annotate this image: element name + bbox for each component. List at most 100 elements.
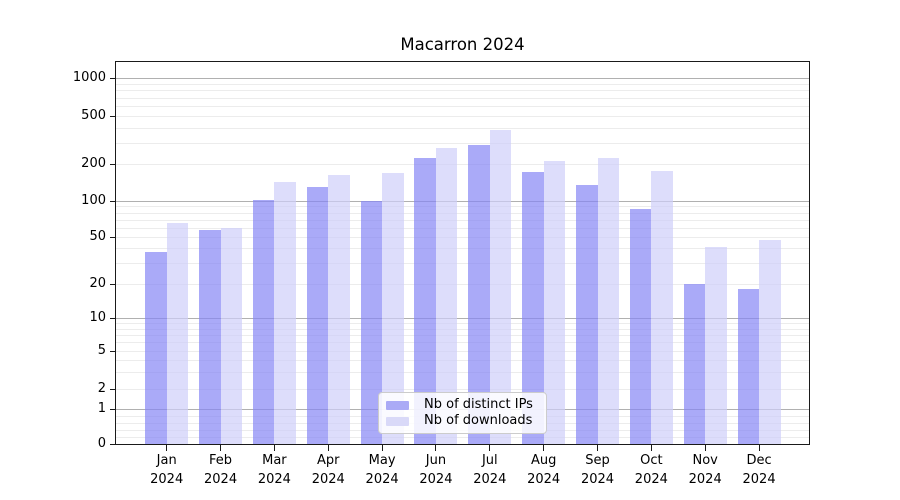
bar-distinct-ips-may [360, 201, 383, 444]
bar-distinct-ips-jul [468, 144, 490, 444]
major-gridline [116, 318, 809, 319]
minor-gridline [116, 263, 809, 265]
bar-downloads-aug [543, 160, 566, 444]
bar-downloads-may [382, 173, 404, 444]
legend-label-downloads: Nb of downloads [424, 413, 533, 428]
x-tick-label: Jan 2024 [150, 453, 184, 487]
major-gridline [116, 201, 809, 202]
x-tick-label: Apr 2024 [311, 453, 345, 487]
x-tick-mark [273, 445, 275, 451]
minor-gridline [116, 334, 809, 336]
bar-downloads-dec [759, 240, 781, 444]
bar-distinct-ips-oct [629, 209, 652, 444]
y-tick-mark [110, 163, 115, 165]
x-tick-label: Nov 2024 [688, 453, 722, 487]
y-tick-mark [110, 408, 115, 410]
bar-downloads-jan [166, 223, 189, 444]
x-tick-mark [220, 445, 222, 451]
minor-gridline [116, 212, 809, 214]
minor-gridline [116, 328, 809, 330]
minor-gridline [116, 83, 809, 85]
y-tick-mark [110, 443, 115, 445]
y-tick-label: 50 [89, 229, 106, 244]
x-tick-label: Dec 2024 [742, 453, 776, 487]
minor-gridline [116, 323, 809, 325]
minor-gridline [116, 106, 809, 107]
minor-gridline [116, 360, 809, 362]
x-tick-label: May 2024 [365, 453, 399, 487]
y-tick-mark [110, 350, 115, 352]
minor-gridline [116, 97, 809, 99]
x-tick-mark [381, 445, 383, 451]
y-tick-label: 1000 [72, 70, 106, 85]
bar-distinct-ips-dec [737, 289, 760, 444]
y-tick-mark [110, 388, 115, 390]
minor-gridline [116, 342, 809, 344]
minor-gridline [116, 206, 809, 208]
x-tick-label: Jun 2024 [419, 453, 453, 487]
legend-swatch-distinct-ips-icon [386, 400, 409, 410]
minor-gridline [116, 389, 809, 390]
y-tick-label: 100 [81, 193, 106, 208]
bar-distinct-ips-jan [145, 252, 167, 444]
y-tick-label: 500 [81, 108, 106, 123]
x-tick-label: Oct 2024 [634, 453, 668, 487]
x-tick-mark [650, 445, 652, 451]
bar-downloads-apr [328, 174, 350, 444]
major-gridline [116, 78, 809, 79]
x-tick-label: Feb 2024 [204, 453, 238, 487]
bar-distinct-ips-feb [199, 230, 221, 444]
bar-distinct-ips-jun [414, 157, 436, 444]
chart-title: Macarron 2024 [400, 35, 525, 54]
x-tick-label: Aug 2024 [527, 453, 561, 487]
x-tick-mark [489, 445, 491, 451]
minor-gridline [116, 227, 809, 229]
y-tick-label: 1 [97, 401, 106, 416]
bar-distinct-ips-mar [252, 199, 275, 444]
x-tick-label: Mar 2024 [257, 453, 291, 487]
y-tick-label: 0 [97, 436, 106, 451]
bar-downloads-feb [220, 227, 243, 444]
y-tick-label: 20 [89, 276, 106, 291]
bar-downloads-sep [597, 158, 619, 444]
minor-gridline [116, 127, 809, 129]
minor-gridline [116, 237, 809, 238]
legend: Nb of distinct IPs Nb of downloads [378, 392, 547, 434]
plot-area: 0 1 2 5 10 20 50 100 200 500 1000 Jan 2024 Feb 2024 M… [73, 61, 810, 487]
minor-gridline [116, 116, 809, 117]
bar-distinct-ips-sep [576, 184, 598, 444]
minor-gridline [116, 372, 809, 374]
x-tick-mark [435, 445, 437, 451]
bar-distinct-ips-apr [306, 186, 329, 444]
x-tick-mark [543, 445, 545, 451]
y-tick-label: 5 [97, 343, 106, 358]
y-tick-mark [110, 77, 115, 79]
legend-item-distinct-ips: Nb of distinct IPs [386, 398, 546, 412]
y-tick-mark [110, 200, 115, 202]
minor-gridline [116, 219, 809, 221]
minor-gridline [116, 248, 809, 250]
x-tick-label: Sep 2024 [580, 453, 615, 487]
minor-gridline [116, 90, 809, 92]
minor-gridline [116, 437, 809, 438]
bar-downloads-mar [274, 182, 296, 444]
x-tick-mark [597, 445, 598, 451]
bar-distinct-ips-nov [683, 284, 706, 444]
legend-item-downloads: Nb of downloads [386, 414, 546, 428]
bar-downloads-nov [705, 247, 727, 444]
bar-downloads-jun [435, 148, 458, 444]
y-tick-mark [110, 115, 115, 117]
x-tick-label: Jul 2024 [473, 453, 507, 487]
minor-gridline [116, 142, 809, 144]
x-tick-mark [327, 445, 329, 451]
minor-gridline [116, 351, 809, 352]
bar-downloads-oct [651, 170, 673, 444]
minor-gridline [116, 164, 809, 165]
legend-swatch-downloads-icon [386, 416, 409, 426]
y-tick-label: 200 [81, 156, 106, 171]
x-tick-mark [758, 445, 760, 451]
x-tick-mark [704, 445, 706, 451]
y-tick-mark [110, 283, 115, 285]
y-tick-mark [110, 236, 115, 238]
